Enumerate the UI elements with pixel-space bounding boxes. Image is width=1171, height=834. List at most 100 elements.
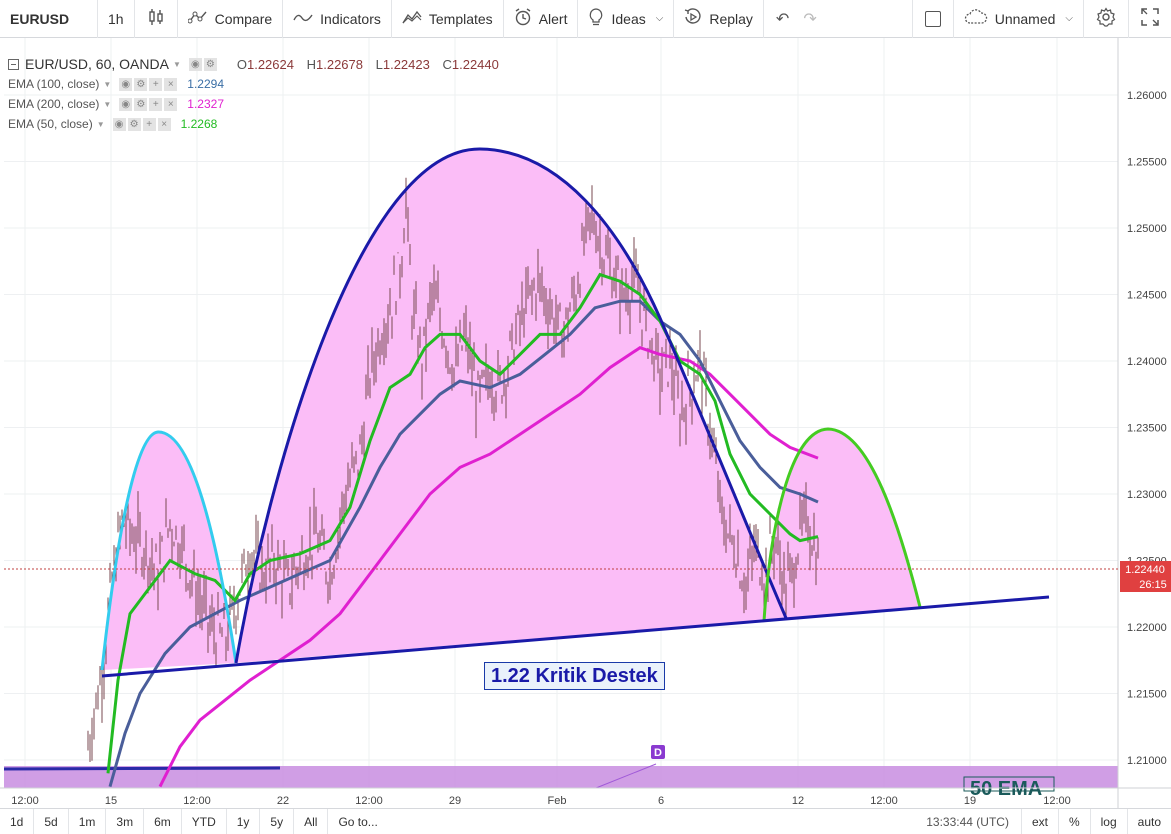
gear-icon	[1096, 7, 1116, 30]
price-tick-label: 1.23000	[1127, 489, 1167, 501]
time-tick-label: 12:00	[11, 795, 39, 807]
templates-button[interactable]: Templates	[392, 0, 504, 38]
time-tick-label: 29	[449, 795, 461, 807]
price-tick-label: 1.25500	[1127, 157, 1167, 169]
time-axis[interactable]: 12:00 15 12:00 22 12:00 29 Feb 6 12 12:00 19 12:00	[11, 795, 1071, 807]
low-label: L	[375, 56, 383, 72]
neckline-trendline[interactable]	[101, 595, 1050, 678]
percent-scale-toggle[interactable]: %	[1059, 808, 1091, 834]
series-controls: ◉ ⚙	[188, 57, 219, 71]
chevron-down-icon[interactable]: ▼	[103, 79, 112, 89]
cloud-icon	[964, 8, 988, 29]
last-price-value: 1.22440	[1125, 564, 1165, 576]
interval-button[interactable]: 1h	[98, 0, 135, 38]
range-1y-button[interactable]: 1y	[227, 808, 261, 834]
support-annotation[interactable]: 1.22 Kritik Destek	[484, 662, 665, 690]
time-tick-label: 6	[658, 795, 664, 807]
close-icon[interactable]: ×	[157, 117, 171, 131]
indicator-controls: ◉ ⚙ + ×	[119, 77, 179, 91]
range-ytd-button[interactable]: YTD	[182, 808, 227, 834]
indicator-legend-ema100[interactable]: EMA (100, close) ▼ ◉ ⚙ + × 1.2294	[8, 74, 508, 94]
expand-button[interactable]	[1129, 0, 1171, 38]
close-icon[interactable]: ×	[164, 77, 178, 91]
range-5y-button[interactable]: 5y	[260, 808, 295, 834]
ema-band	[4, 766, 1118, 788]
alert-button[interactable]: Alert	[504, 0, 579, 38]
indicator-legend-ema200[interactable]: EMA (200, close) ▼ ◉ ⚙ + × 1.2327	[8, 94, 508, 114]
range-all-button[interactable]: All	[294, 808, 329, 834]
range-5d-button[interactable]: 5d	[34, 808, 69, 834]
indicator-controls: ◉ ⚙ + ×	[119, 97, 179, 111]
chart-type-button[interactable]	[135, 0, 178, 38]
settings-button[interactable]	[1084, 0, 1129, 38]
undo-icon[interactable]: ↶	[775, 10, 790, 28]
low-value: 1.22423	[382, 56, 430, 72]
main-series-legend[interactable]: EUR/USD, 60, OANDA ▼ ◉ ⚙ O1.22624 H1.226…	[8, 54, 508, 74]
indicator-value: 1.2268	[180, 117, 218, 131]
ema-100-line	[108, 299, 819, 788]
gear-icon[interactable]: ⚙	[134, 97, 148, 111]
chart-legend: EUR/USD, 60, OANDA ▼ ◉ ⚙ O1.22624 H1.226…	[8, 54, 508, 134]
marker-d-label: D	[654, 747, 662, 759]
plus-icon[interactable]: +	[142, 117, 156, 131]
high-label: H	[306, 56, 316, 72]
range-1d-button[interactable]: 1d	[0, 808, 35, 834]
indicator-legend-ema50[interactable]: EMA (50, close) ▼ ◉ ⚙ + × 1.2268	[8, 114, 508, 134]
indicators-label: Indicators	[320, 10, 381, 27]
auto-scale-toggle[interactable]: auto	[1137, 814, 1161, 829]
redo-icon[interactable]: ↷	[803, 10, 817, 28]
gear-icon[interactable]: ⚙	[127, 117, 141, 131]
compare-label: Compare	[214, 10, 273, 27]
bottom-toolbar: 1d 5d 1m 3m 6m YTD 1y 5y All Go to... 13…	[0, 808, 1171, 834]
plus-icon[interactable]: +	[149, 77, 163, 91]
checkbox-icon	[924, 10, 941, 27]
indicator-value: 1.2327	[187, 97, 224, 111]
range-6m-button[interactable]: 6m	[144, 808, 182, 834]
eye-icon[interactable]: ◉	[119, 97, 133, 111]
fullscreen-toggle-button[interactable]	[911, 0, 954, 38]
range-1m-button[interactable]: 1m	[69, 808, 107, 834]
right-shoulder-curve	[762, 427, 922, 622]
ideas-label: Ideas	[611, 10, 646, 27]
ohlc-values: O1.22624 H1.22678 L1.22423 C1.22440	[237, 57, 508, 72]
plus-icon[interactable]: +	[149, 97, 163, 111]
compare-button[interactable]: Compare	[178, 0, 284, 38]
left-shoulder-curve	[100, 430, 238, 671]
candles-icon	[147, 8, 165, 29]
eye-icon[interactable]: ◉	[112, 117, 126, 131]
chevron-down-icon[interactable]: ▼	[172, 59, 181, 69]
indicators-button[interactable]: Indicators	[283, 0, 392, 38]
symbol-search-button[interactable]: EURUSD	[0, 0, 98, 38]
goto-button[interactable]: Go to...	[338, 814, 378, 829]
log-scale-toggle[interactable]: log	[1091, 808, 1128, 834]
utc-clock[interactable]: 13:33:44 (UTC)	[916, 808, 1022, 834]
chevron-down-icon[interactable]: ▼	[96, 119, 105, 129]
replay-button[interactable]: Replay	[674, 0, 764, 38]
open-label: O	[236, 56, 247, 72]
price-axis[interactable]: 1.26000 1.25500 1.25000 1.24500 1.24000 1.235…	[1127, 90, 1167, 767]
replay-icon	[684, 7, 702, 30]
price-tick-label: 1.25000	[1127, 223, 1167, 235]
eye-icon[interactable]: ◉	[119, 77, 133, 91]
collapse-legend-icon[interactable]	[8, 58, 19, 70]
layout-button[interactable]: Unnamed ⌵	[954, 0, 1084, 38]
last-price-badge	[1120, 561, 1171, 592]
gear-icon[interactable]: ⚙	[134, 77, 148, 91]
templates-label: Templates	[428, 10, 493, 27]
time-tick-label: 12:00	[1043, 795, 1071, 807]
chevron-down-icon[interactable]: ▼	[103, 99, 112, 109]
ema-200-line	[158, 346, 819, 788]
time-tick-label: 22	[277, 795, 289, 807]
eye-icon[interactable]: ◉	[188, 57, 202, 71]
gear-icon[interactable]: ⚙	[203, 57, 217, 71]
series-title: EUR/USD, 60, OANDA	[25, 56, 169, 72]
chart-canvas[interactable]: D 50 EMA 1.260001.255001.250001.245001.2…	[0, 38, 1171, 808]
price-tick-label: 1.23500	[1127, 423, 1167, 435]
chart-pane[interactable]: D 50 EMA 1.26000 1.25500 1.25000 1.24500 1.2…	[0, 38, 1171, 808]
close-icon[interactable]: ×	[164, 97, 178, 111]
range-3m-button[interactable]: 3m	[106, 808, 145, 834]
ideas-button[interactable]: Ideas ⌵	[578, 0, 675, 38]
replay-label: Replay	[709, 10, 753, 27]
extended-hours-toggle[interactable]: ext	[1022, 808, 1059, 834]
lightbulb-icon	[588, 7, 604, 30]
